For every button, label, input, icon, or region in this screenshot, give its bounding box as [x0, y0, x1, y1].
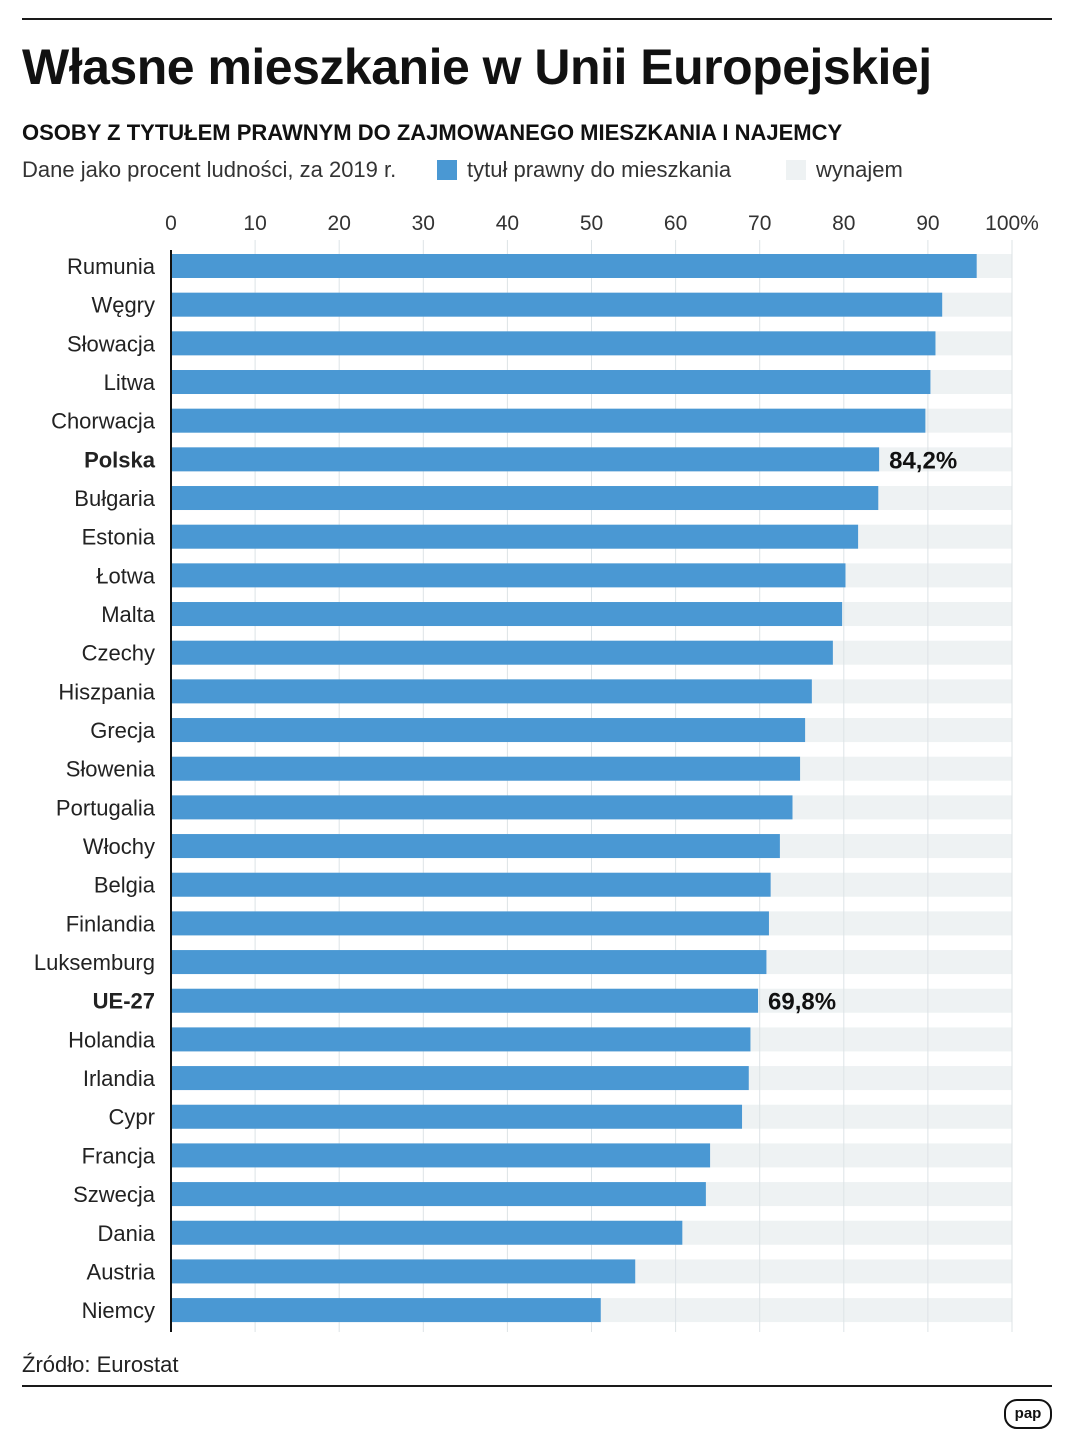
- category-label: Finlandia: [66, 911, 156, 936]
- category-label: Polska: [84, 447, 156, 472]
- category-label: Niemcy: [82, 1298, 155, 1323]
- bar-owned: [171, 872, 771, 897]
- bar-owned: [171, 254, 977, 278]
- x-tick-label: 70: [748, 212, 771, 235]
- bar-owned: [171, 408, 926, 433]
- category-label: Holandia: [68, 1027, 156, 1052]
- bar-owned: [171, 1066, 749, 1091]
- bar-owned: [171, 756, 801, 781]
- bar-owned: [171, 1259, 636, 1284]
- bar-owned: [171, 563, 846, 588]
- category-label: Chorwacja: [51, 409, 156, 434]
- x-tick-label: 60: [664, 212, 687, 235]
- x-tick-label: 10: [243, 212, 266, 235]
- category-label: UE-27: [93, 989, 155, 1014]
- bar-owned: [171, 950, 767, 975]
- data-label: 69,8%: [768, 989, 836, 1016]
- bar-owned: [171, 1104, 743, 1129]
- bar-owned: [171, 911, 769, 936]
- bar-owned: [171, 524, 859, 549]
- bar-owned: [171, 795, 793, 820]
- category-label: Belgia: [94, 873, 156, 898]
- bar-owned: [171, 1298, 601, 1323]
- bar-owned: [171, 602, 843, 627]
- pap-logo: pap: [1004, 1399, 1052, 1429]
- data-label: 84,2%: [889, 447, 957, 474]
- x-tick-label: 100%: [985, 212, 1039, 235]
- x-tick-label: 90: [916, 212, 939, 235]
- bar-owned: [171, 292, 943, 317]
- category-label: Litwa: [104, 370, 156, 395]
- category-label: Austria: [87, 1259, 156, 1284]
- category-label: Łotwa: [96, 563, 155, 588]
- category-label: Dania: [98, 1221, 156, 1246]
- category-label: Szwecja: [73, 1182, 156, 1207]
- bottom-rule: [22, 1385, 1052, 1387]
- bar-owned: [171, 370, 931, 395]
- bar-owned: [171, 1143, 711, 1168]
- category-label: Bułgaria: [74, 486, 155, 511]
- source-note: Źródło: Eurostat: [22, 1352, 179, 1377]
- category-label: Irlandia: [83, 1066, 156, 1091]
- bar-owned: [171, 834, 780, 859]
- bar-owned: [171, 331, 936, 356]
- bar-owned: [171, 1220, 683, 1245]
- category-label: Cypr: [109, 1105, 155, 1130]
- legend-rented: wynajem: [786, 157, 903, 183]
- legend-swatch-rented: [786, 160, 806, 180]
- x-tick-label: 80: [832, 212, 855, 235]
- bar-owned: [171, 1027, 751, 1052]
- category-label: Malta: [101, 602, 156, 627]
- category-label: Grecja: [90, 718, 156, 743]
- bar-owned: [171, 640, 833, 665]
- category-label: Francja: [82, 1143, 156, 1168]
- legend-owned: tytuł prawny do mieszkania: [437, 157, 731, 183]
- category-label: Rumunia: [67, 254, 156, 279]
- x-tick-label: 40: [496, 212, 519, 235]
- category-label: Czechy: [82, 641, 155, 666]
- bar-owned: [171, 1182, 706, 1207]
- category-label: Słowenia: [66, 757, 156, 782]
- category-label: Estonia: [82, 525, 156, 550]
- category-label: Słowacja: [67, 331, 156, 356]
- legend-swatch-owned: [437, 160, 457, 180]
- category-label: Hiszpania: [58, 679, 155, 704]
- bar-owned: [171, 447, 880, 472]
- x-tick-label: 30: [412, 212, 435, 235]
- bar-owned: [171, 679, 812, 704]
- bar-owned: [171, 486, 879, 511]
- x-tick-label: 20: [328, 212, 351, 235]
- category-label: Portugalia: [56, 795, 156, 820]
- legend-label-owned: tytuł prawny do mieszkania: [467, 157, 732, 182]
- chart-description: Dane jako procent ludności, za 2019 r.: [22, 157, 397, 182]
- chart-title: Własne mieszkanie w Unii Europejskiej: [22, 39, 932, 95]
- category-label: Luksemburg: [34, 950, 155, 975]
- category-label: Węgry: [91, 293, 155, 318]
- top-rule: [22, 18, 1052, 20]
- category-label: Włochy: [83, 834, 155, 859]
- chart-subtitle: OSOBY Z TYTUŁEM PRAWNYM DO ZAJMOWANEGO M…: [22, 120, 843, 145]
- x-tick-label: 50: [580, 212, 603, 235]
- legend-label-rented: wynajem: [816, 157, 903, 182]
- bar-owned: [171, 988, 759, 1013]
- bar-owned: [171, 718, 806, 743]
- x-tick-label: 0: [165, 212, 177, 235]
